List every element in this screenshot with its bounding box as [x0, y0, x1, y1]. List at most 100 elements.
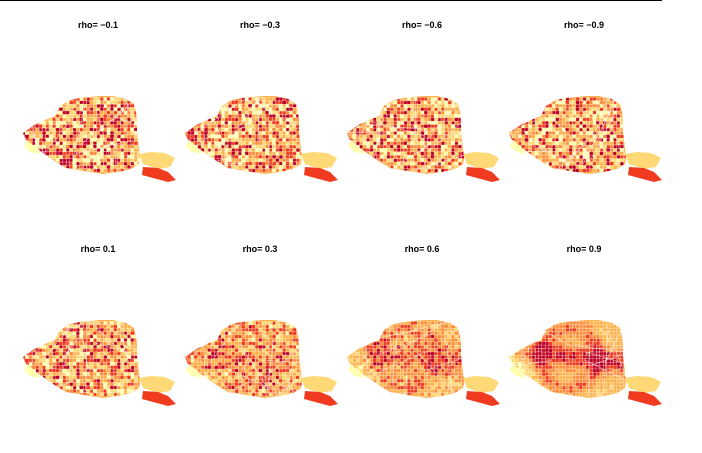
district-cell [268, 355, 273, 360]
district-cell [69, 334, 74, 339]
district-cell [130, 117, 135, 122]
district-cell [51, 154, 57, 159]
district-cell [234, 348, 239, 353]
district-cell [558, 151, 563, 156]
district-cell [561, 117, 566, 122]
district-cell [72, 100, 77, 105]
district-cell [221, 362, 225, 366]
district-cell [551, 110, 556, 115]
district-cell [538, 379, 543, 383]
district-cell [289, 144, 293, 149]
district-cell [440, 151, 445, 156]
district-cell [582, 148, 587, 153]
district-cell [241, 328, 246, 332]
district-cell [130, 151, 135, 156]
district-cell [62, 103, 67, 108]
district-cell [90, 168, 94, 173]
district-cell [190, 138, 195, 142]
district-cell [120, 127, 125, 132]
district-cell [72, 385, 77, 390]
district-cell [234, 134, 239, 139]
district-cell [565, 372, 570, 376]
district-cell [410, 348, 415, 353]
district-cell [369, 372, 374, 377]
district-cell [231, 348, 236, 353]
district-cell [440, 100, 445, 105]
district-cell [434, 168, 439, 173]
district-cell [578, 365, 584, 370]
district-cell [558, 385, 563, 390]
district-cell [541, 355, 546, 359]
district-cell [545, 345, 550, 349]
district-cell [28, 138, 33, 142]
district-cell [606, 372, 611, 376]
district-cell [531, 348, 536, 353]
street-line [73, 320, 118, 348]
district-cell [200, 144, 205, 149]
district-cell [113, 385, 118, 390]
district-cell [220, 148, 226, 153]
district-cell [261, 341, 266, 346]
district-cell [230, 137, 236, 142]
district-cell [265, 341, 270, 346]
district-cell [235, 358, 239, 363]
district-cell [589, 379, 594, 383]
district-cell [430, 127, 435, 132]
district-cell [272, 117, 276, 122]
district-cell [230, 154, 236, 159]
district-cell [62, 134, 67, 139]
district-cell [619, 341, 624, 346]
district-cell [109, 385, 114, 390]
district-cell [96, 375, 101, 380]
district-cell [79, 137, 84, 142]
district-cell [289, 134, 293, 139]
district-cell [524, 344, 529, 349]
district-cell [244, 134, 249, 139]
map-panel: rho= 0.9 [504, 236, 664, 436]
district-cell [383, 344, 388, 350]
district-cell [379, 117, 384, 122]
district-cell [434, 331, 439, 336]
district-cell [541, 382, 546, 387]
district-cell [585, 131, 591, 136]
street-line [75, 139, 134, 154]
district-cell [127, 148, 131, 152]
district-cell [450, 334, 455, 339]
outer-district [142, 391, 176, 406]
district-cell [399, 154, 404, 159]
district-cell [410, 141, 415, 146]
outer-district [186, 141, 202, 154]
district-cell [254, 144, 259, 149]
district-cell [133, 358, 138, 363]
district-cell [609, 324, 614, 329]
district-cell [100, 321, 104, 325]
district-cell [551, 368, 556, 373]
district-cell [413, 334, 419, 340]
district-cell [521, 127, 526, 132]
district-cell [69, 361, 74, 367]
district-cell [83, 324, 87, 329]
district-cell [578, 338, 583, 342]
district-cell [579, 131, 583, 135]
district-cell [99, 351, 105, 356]
district-cell [420, 338, 425, 342]
district-cell [383, 151, 388, 156]
street-line [39, 111, 78, 159]
district-cell [427, 375, 432, 380]
district-cell [261, 327, 266, 332]
district-cell [383, 114, 387, 118]
district-cell [130, 141, 135, 146]
district-cell [73, 141, 77, 146]
district-cell [241, 103, 246, 108]
district-cell [296, 151, 300, 156]
district-cell [444, 385, 449, 390]
district-cell [93, 134, 97, 139]
district-cell [454, 137, 459, 142]
district-cell [92, 334, 98, 339]
district-cell [372, 341, 378, 346]
district-cell [272, 331, 277, 336]
district-cell [355, 361, 360, 366]
district-cell [224, 141, 229, 146]
district-cell [113, 378, 118, 383]
district-cell [410, 148, 415, 153]
